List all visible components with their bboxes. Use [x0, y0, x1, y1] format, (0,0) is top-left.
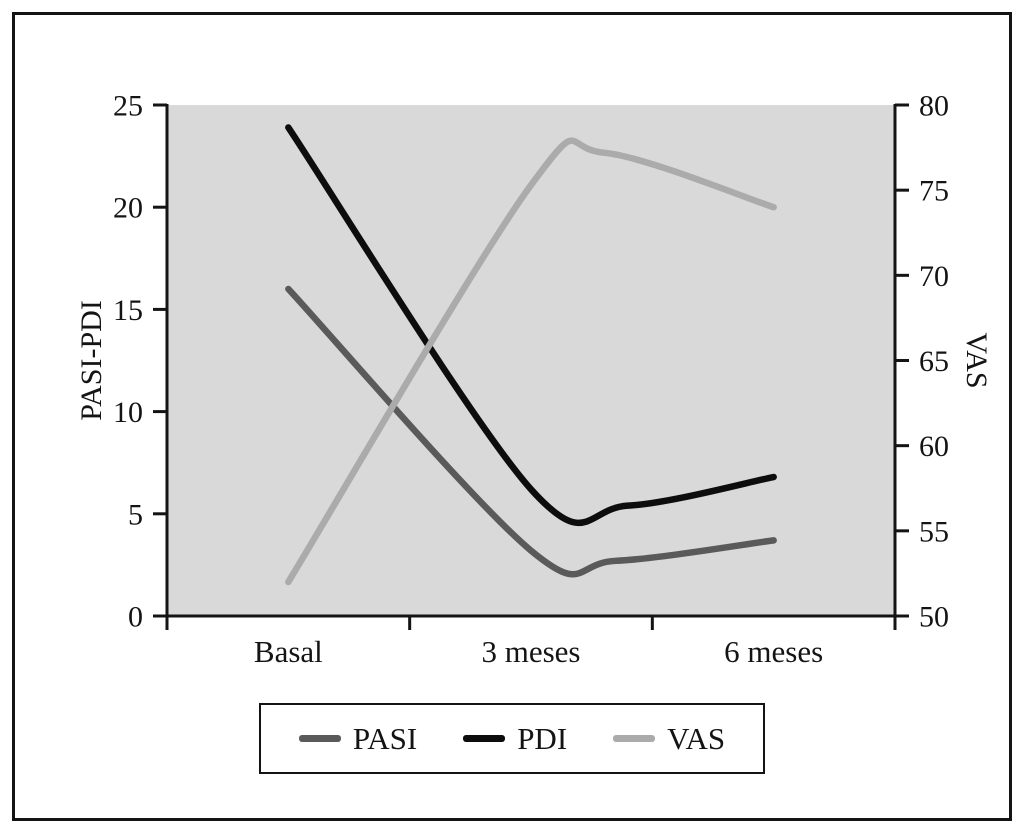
series-pdi — [285, 124, 777, 527]
figure-frame: 0 5 10 15 20 25 50 55 60 65 70 75 80 Basal 3 meses 6 me… — [12, 12, 1012, 821]
right-tick-label: 80 — [919, 90, 949, 123]
legend-label-vas: VAS — [667, 721, 726, 756]
right-tick-label: 75 — [919, 175, 949, 208]
legend: PASI PDI VAS — [258, 703, 766, 774]
right-axis-title: VAS — [960, 332, 993, 388]
legend-swatch-pdi — [463, 735, 506, 742]
right-tick-label: 60 — [919, 430, 949, 463]
right-tick-label: 50 — [919, 601, 949, 634]
legend-item-vas: VAS — [613, 723, 725, 754]
right-tick-label: 70 — [919, 260, 949, 293]
series-pasi — [285, 285, 777, 578]
legend-wrap: PASI PDI VAS — [15, 703, 1009, 774]
x-category-label: 3 meses — [481, 634, 580, 669]
left-tick-label: 15 — [113, 294, 143, 327]
legend-label-pasi: PASI — [352, 721, 418, 756]
right-tick-label: 55 — [919, 515, 949, 548]
legend-label-pdi: PDI — [517, 721, 568, 756]
legend-item-pasi: PASI — [298, 721, 418, 756]
legend-item-pdi: PDI — [463, 723, 567, 754]
left-tick-label: 5 — [128, 498, 143, 531]
left-tick-label: 0 — [128, 601, 143, 634]
line-chart: 0 5 10 15 20 25 50 55 60 65 70 75 80 Basal 3 meses 6 me… — [75, 90, 993, 670]
right-tick-label: 65 — [919, 345, 949, 378]
legend-swatch-vas — [613, 735, 656, 742]
left-axis-title: PASI-PDI — [75, 300, 108, 421]
x-category-label: 6 meses — [724, 634, 823, 669]
series-vas — [285, 137, 777, 586]
left-tick-label: 10 — [113, 396, 143, 429]
legend-swatch-pasi — [298, 735, 341, 742]
x-category-label: Basal — [254, 634, 323, 669]
left-tick-label: 25 — [113, 90, 143, 123]
left-tick-label: 20 — [113, 192, 143, 225]
